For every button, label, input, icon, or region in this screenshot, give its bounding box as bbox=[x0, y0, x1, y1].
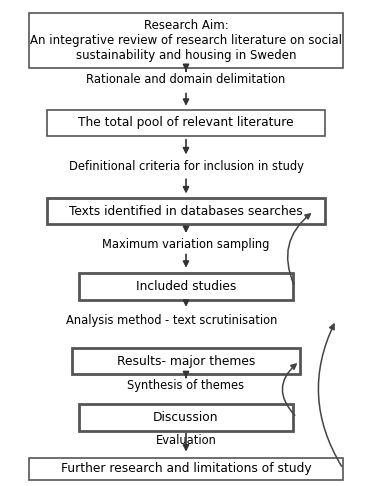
Text: Research Aim:
An integrative review of research literature on social
sustainabil: Research Aim: An integrative review of r… bbox=[30, 19, 342, 62]
Text: Analysis method - text scrutinisation: Analysis method - text scrutinisation bbox=[66, 313, 278, 327]
FancyBboxPatch shape bbox=[47, 110, 325, 136]
Text: Included studies: Included studies bbox=[136, 280, 236, 294]
FancyArrowPatch shape bbox=[288, 214, 310, 284]
Text: The total pool of relevant literature: The total pool of relevant literature bbox=[78, 117, 294, 129]
FancyArrowPatch shape bbox=[282, 364, 296, 416]
Text: Maximum variation sampling: Maximum variation sampling bbox=[102, 238, 270, 251]
Text: Synthesis of themes: Synthesis of themes bbox=[128, 380, 244, 392]
FancyBboxPatch shape bbox=[29, 13, 343, 68]
FancyBboxPatch shape bbox=[29, 458, 343, 480]
FancyBboxPatch shape bbox=[47, 198, 325, 225]
Text: Evaluation: Evaluation bbox=[155, 434, 217, 447]
Text: Definitional criteria for inclusion in study: Definitional criteria for inclusion in s… bbox=[68, 160, 304, 173]
FancyBboxPatch shape bbox=[79, 274, 293, 300]
Text: Discussion: Discussion bbox=[153, 411, 219, 424]
FancyBboxPatch shape bbox=[79, 404, 293, 431]
Text: Further research and limitations of study: Further research and limitations of stud… bbox=[61, 462, 311, 475]
Text: Texts identified in databases searches: Texts identified in databases searches bbox=[69, 205, 303, 218]
FancyArrowPatch shape bbox=[318, 324, 341, 467]
Text: Rationale and domain delimitation: Rationale and domain delimitation bbox=[86, 73, 286, 86]
Text: Results- major themes: Results- major themes bbox=[117, 355, 255, 367]
FancyBboxPatch shape bbox=[72, 348, 300, 374]
